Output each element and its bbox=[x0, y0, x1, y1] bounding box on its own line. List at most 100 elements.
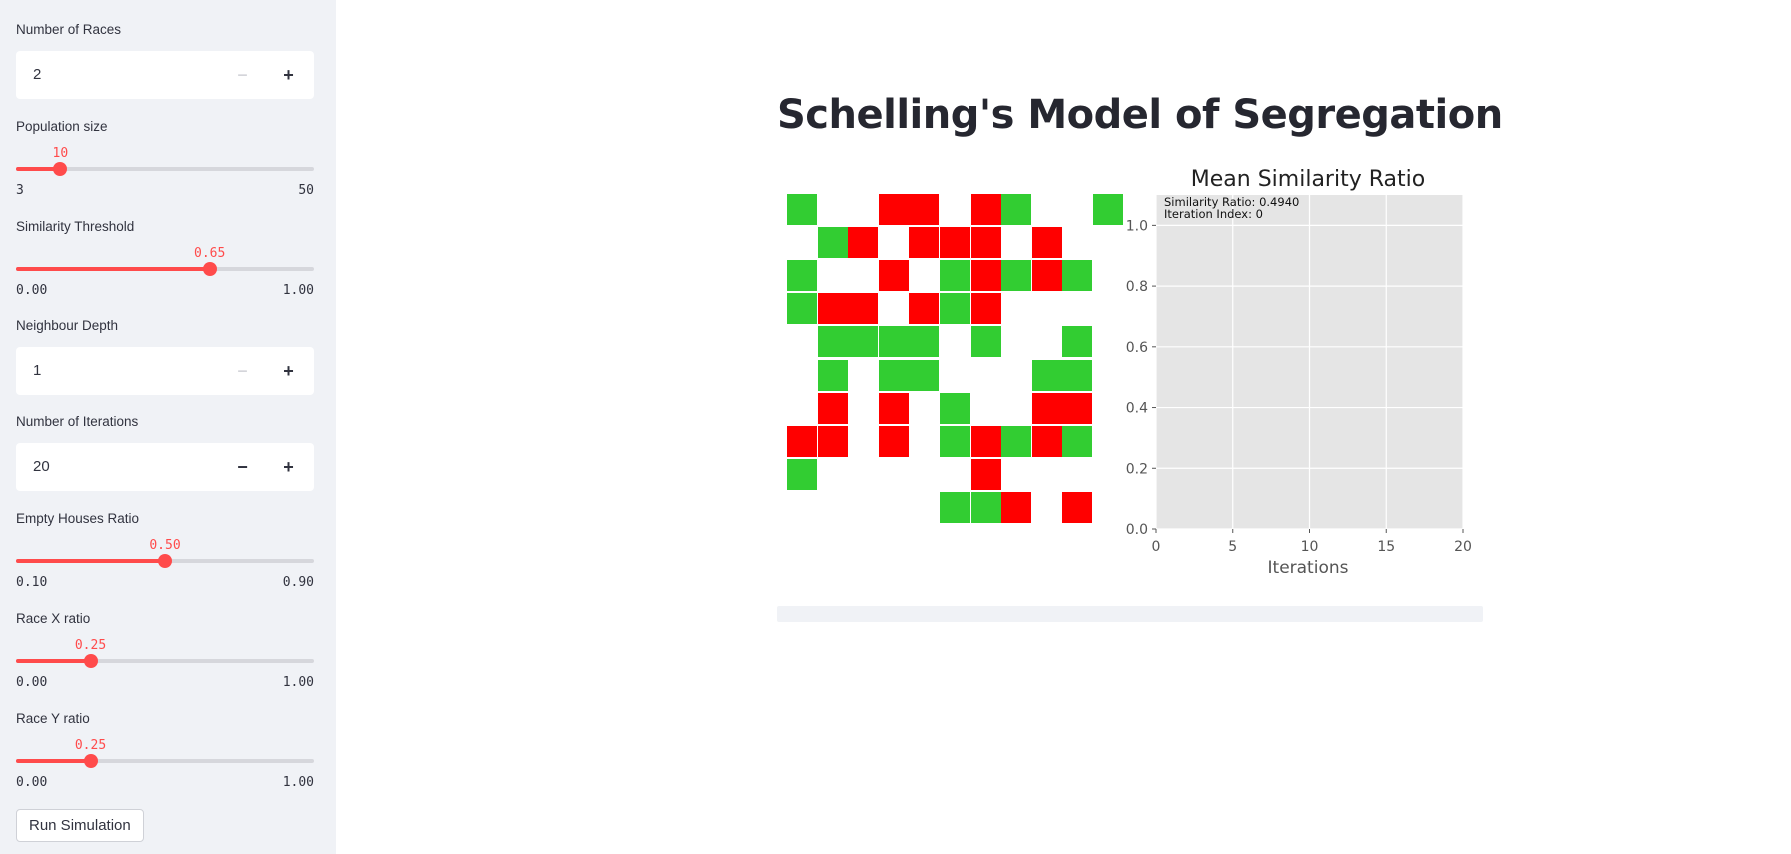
number-of-iterations-increment-button[interactable]: + bbox=[266, 443, 311, 491]
x-tick-label: 15 bbox=[1377, 539, 1395, 555]
slider-track[interactable] bbox=[16, 759, 314, 763]
slider-current-value: 0.50 bbox=[149, 538, 181, 553]
minus-icon: − bbox=[237, 360, 248, 381]
slider-track[interactable] bbox=[16, 267, 314, 271]
neighbour-depth-decrement-button[interactable]: − bbox=[220, 347, 265, 395]
race-x-cell bbox=[1062, 326, 1093, 358]
slider-track[interactable] bbox=[16, 167, 314, 171]
number-of-races-decrement-button[interactable]: − bbox=[220, 51, 265, 99]
similarity-threshold-label: Similarity Threshold bbox=[16, 219, 135, 234]
race-x-cell bbox=[1001, 260, 1032, 292]
race-y-cell bbox=[909, 194, 940, 225]
neighbour-depth-stepper: 1 − + bbox=[16, 347, 314, 395]
race-x-cell bbox=[1001, 194, 1032, 225]
number-of-iterations-decrement-button[interactable]: − bbox=[220, 443, 265, 491]
number-of-iterations-input[interactable]: 20 bbox=[33, 458, 50, 475]
race-y-cell bbox=[970, 227, 1001, 259]
number-of-races-label: Number of Races bbox=[16, 22, 122, 37]
iteration-index-annotation: Iteration Index: 0 bbox=[1164, 207, 1263, 221]
race-x-ratio-slider[interactable]: 0.25 0.00 1.00 bbox=[16, 638, 314, 704]
race-y-cell bbox=[909, 227, 940, 259]
race-y-cell bbox=[940, 227, 970, 259]
plus-icon: + bbox=[283, 360, 294, 381]
race-x-cell bbox=[787, 194, 817, 225]
population-size-label: Population size bbox=[16, 119, 108, 134]
race-y-cell bbox=[970, 194, 1001, 225]
race-x-cell bbox=[1062, 260, 1093, 292]
race-x-cell bbox=[878, 359, 909, 391]
race-x-cell bbox=[1093, 194, 1123, 225]
sidebar: Number of Races 2 − + Population size 10… bbox=[0, 0, 336, 854]
x-tick-label: 5 bbox=[1228, 539, 1237, 555]
minus-icon: − bbox=[237, 64, 248, 85]
plus-icon: + bbox=[283, 456, 294, 477]
race-y-cell bbox=[817, 293, 848, 325]
race-y-cell bbox=[1031, 392, 1062, 424]
race-x-cell bbox=[817, 326, 848, 358]
race-x-ratio-label: Race X ratio bbox=[16, 611, 91, 626]
y-tick-label: 0.0 bbox=[1126, 522, 1148, 538]
chart-title: Mean Similarity Ratio bbox=[1191, 167, 1425, 192]
y-tick-label: 0.6 bbox=[1126, 340, 1148, 356]
slider-max-value: 1.00 bbox=[282, 675, 314, 690]
race-x-cell bbox=[909, 359, 940, 391]
race-y-cell bbox=[878, 260, 909, 292]
race-x-cell bbox=[940, 293, 970, 325]
minus-icon: − bbox=[237, 456, 248, 477]
race-y-cell bbox=[970, 458, 1001, 490]
slider-fill bbox=[16, 267, 210, 271]
race-y-cell bbox=[1062, 491, 1093, 523]
number-of-races-increment-button[interactable]: + bbox=[266, 51, 311, 99]
slider-thumb[interactable] bbox=[83, 754, 98, 768]
race-y-cell bbox=[787, 425, 817, 457]
race-x-cell bbox=[909, 326, 940, 358]
x-tick-label: 20 bbox=[1454, 539, 1472, 555]
plus-icon: + bbox=[283, 64, 294, 85]
race-x-cell bbox=[1031, 359, 1062, 391]
slider-min-value: 0.00 bbox=[16, 775, 48, 790]
race-x-cell bbox=[1062, 359, 1093, 391]
race-y-cell bbox=[1001, 491, 1032, 523]
neighbour-depth-label: Neighbour Depth bbox=[16, 318, 119, 333]
number-of-iterations-label: Number of Iterations bbox=[16, 414, 139, 429]
race-x-cell bbox=[787, 458, 817, 490]
slider-track[interactable] bbox=[16, 659, 314, 663]
race-y-ratio-slider[interactable]: 0.25 0.00 1.00 bbox=[16, 738, 314, 804]
slider-max-value: 0.90 bbox=[282, 575, 314, 590]
similarity-threshold-slider[interactable]: 0.65 0.00 1.00 bbox=[16, 246, 314, 312]
neighbour-depth-increment-button[interactable]: + bbox=[266, 347, 311, 395]
number-of-races-input[interactable]: 2 bbox=[33, 66, 42, 83]
x-tick-label: 0 bbox=[1152, 539, 1161, 555]
race-x-cell bbox=[970, 326, 1001, 358]
slider-current-value: 0.25 bbox=[74, 638, 107, 653]
race-y-cell bbox=[1062, 392, 1093, 424]
population-size-slider[interactable]: 10 3 50 bbox=[16, 146, 314, 212]
race-y-cell bbox=[817, 392, 848, 424]
slider-thumb[interactable] bbox=[202, 262, 217, 276]
race-y-cell bbox=[970, 425, 1001, 457]
slider-max-value: 1.00 bbox=[282, 775, 314, 790]
race-x-cell bbox=[787, 260, 817, 292]
slider-current-value: 10 bbox=[52, 146, 69, 161]
progress-bar bbox=[777, 606, 1483, 622]
race-y-cell bbox=[970, 260, 1001, 292]
slider-fill bbox=[16, 659, 91, 663]
race-y-cell bbox=[970, 293, 1001, 325]
race-y-cell bbox=[878, 194, 909, 225]
y-tick-label: 0.4 bbox=[1126, 401, 1148, 417]
y-tick-label: 0.2 bbox=[1126, 461, 1148, 477]
race-x-cell bbox=[817, 359, 848, 391]
slider-min-value: 0.10 bbox=[16, 575, 48, 590]
x-tick-label: 10 bbox=[1301, 539, 1319, 555]
slider-fill bbox=[16, 167, 61, 171]
race-x-cell bbox=[940, 491, 970, 523]
slider-thumb[interactable] bbox=[158, 554, 172, 568]
slider-thumb[interactable] bbox=[83, 654, 98, 668]
neighbour-depth-input[interactable]: 1 bbox=[33, 362, 42, 379]
slider-thumb[interactable] bbox=[53, 162, 68, 176]
race-y-cell bbox=[1031, 227, 1062, 259]
run-simulation-button[interactable]: Run Simulation bbox=[16, 809, 144, 842]
chart-x-axis-label: Iterations bbox=[1268, 558, 1349, 578]
empty-houses-ratio-slider[interactable]: 0.50 0.10 0.90 bbox=[16, 538, 314, 604]
race-y-cell bbox=[878, 392, 909, 424]
